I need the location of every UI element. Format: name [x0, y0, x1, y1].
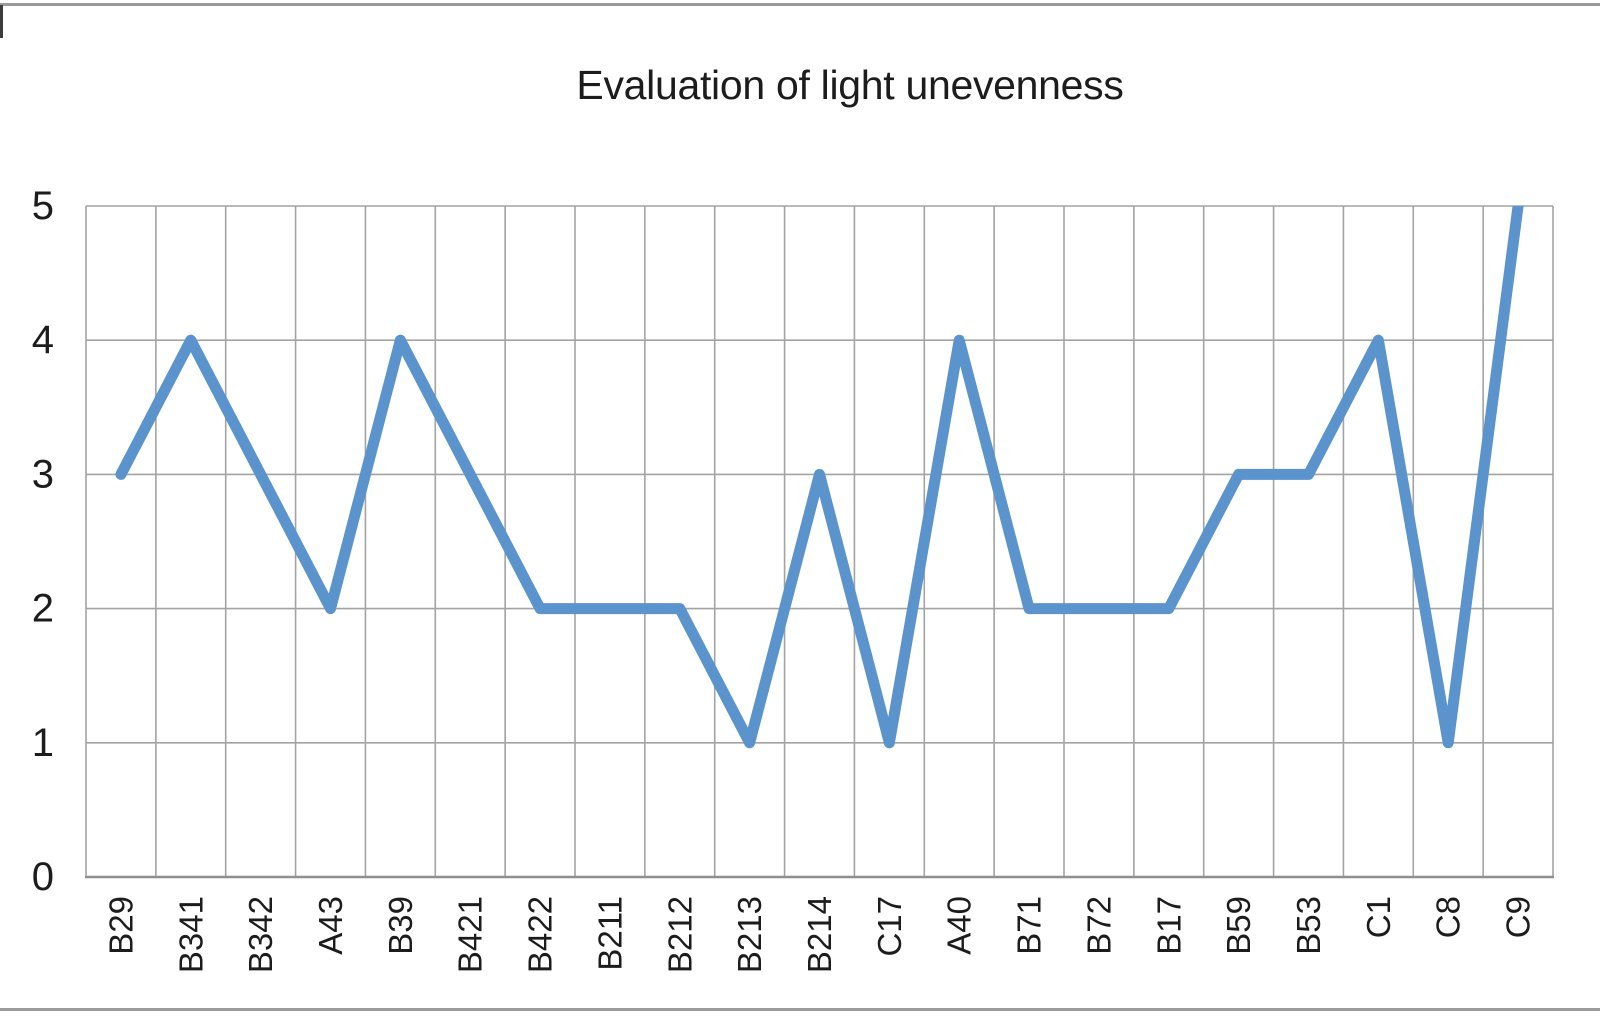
x-tick-label: C9	[1500, 896, 1537, 938]
x-tick-label: B213	[731, 896, 768, 973]
page-top-rule	[0, 3, 1600, 6]
x-tick-label: A43	[312, 896, 349, 955]
x-tick-label: B17	[1150, 896, 1187, 955]
y-tick-label: 5	[32, 184, 54, 228]
x-tick-label: B422	[522, 896, 559, 973]
page-edge-artifact	[0, 5, 3, 38]
x-tick-label: B421	[452, 896, 489, 973]
page-bottom-rule	[0, 1008, 1600, 1011]
x-tick-label: C8	[1430, 896, 1467, 938]
y-tick-label: 4	[32, 318, 54, 362]
x-tick-label: C17	[871, 896, 908, 957]
y-tick-label: 1	[32, 721, 54, 765]
x-tick-label: B72	[1080, 896, 1117, 955]
x-tick-label: B39	[382, 896, 419, 955]
y-tick-label: 0	[32, 855, 54, 899]
x-tick-label: B214	[801, 896, 838, 973]
x-tick-label: B342	[242, 896, 279, 973]
x-tick-label: B211	[591, 896, 628, 971]
x-tick-label: B29	[102, 896, 139, 955]
x-tick-label: A40	[941, 896, 978, 955]
series-line	[115, 206, 1524, 749]
x-tick-label: B212	[661, 896, 698, 973]
y-tick-label: 3	[32, 452, 54, 496]
x-tick-label: B59	[1220, 896, 1257, 955]
y-tick-label: 2	[32, 587, 54, 631]
x-tick-label: B71	[1011, 896, 1048, 955]
x-tick-label: B53	[1290, 896, 1327, 955]
x-tick-label: B341	[172, 896, 209, 973]
chart-title: Evaluation of light unevenness	[576, 62, 1124, 108]
x-tick-label: C1	[1360, 896, 1397, 938]
